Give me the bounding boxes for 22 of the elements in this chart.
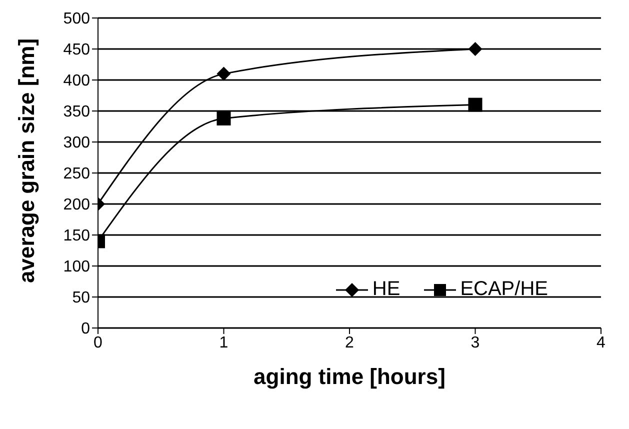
point xyxy=(468,42,482,56)
point xyxy=(468,98,482,112)
y-tick-label: 0 xyxy=(81,320,90,338)
y-tick-label: 500 xyxy=(63,10,90,28)
x-tick-label: 0 xyxy=(94,334,103,352)
y-tick-label: 400 xyxy=(63,72,90,90)
y-tick-label: 450 xyxy=(63,42,90,59)
x-tick-label: 3 xyxy=(470,334,480,352)
x-tick-label: 1 xyxy=(219,334,228,352)
y-tick-label: 50 xyxy=(72,290,90,307)
y-tick-label: 300 xyxy=(63,134,90,152)
y-tick-label: 150 xyxy=(63,228,90,245)
x-axis-title: aging time [hours] xyxy=(254,364,446,389)
y-axis-title: average grain size [nm] xyxy=(14,38,39,283)
x-tick-label: 4 xyxy=(596,334,606,352)
legend-label: ECAP/HE xyxy=(460,278,548,301)
x-tick-label: 2 xyxy=(345,334,354,352)
y-tick-label: 350 xyxy=(63,104,90,121)
y-tick-label: 200 xyxy=(63,196,90,214)
y-tick-label: 250 xyxy=(63,166,90,183)
legend-label: HE xyxy=(372,278,400,301)
y-tick-label: 100 xyxy=(63,258,90,276)
